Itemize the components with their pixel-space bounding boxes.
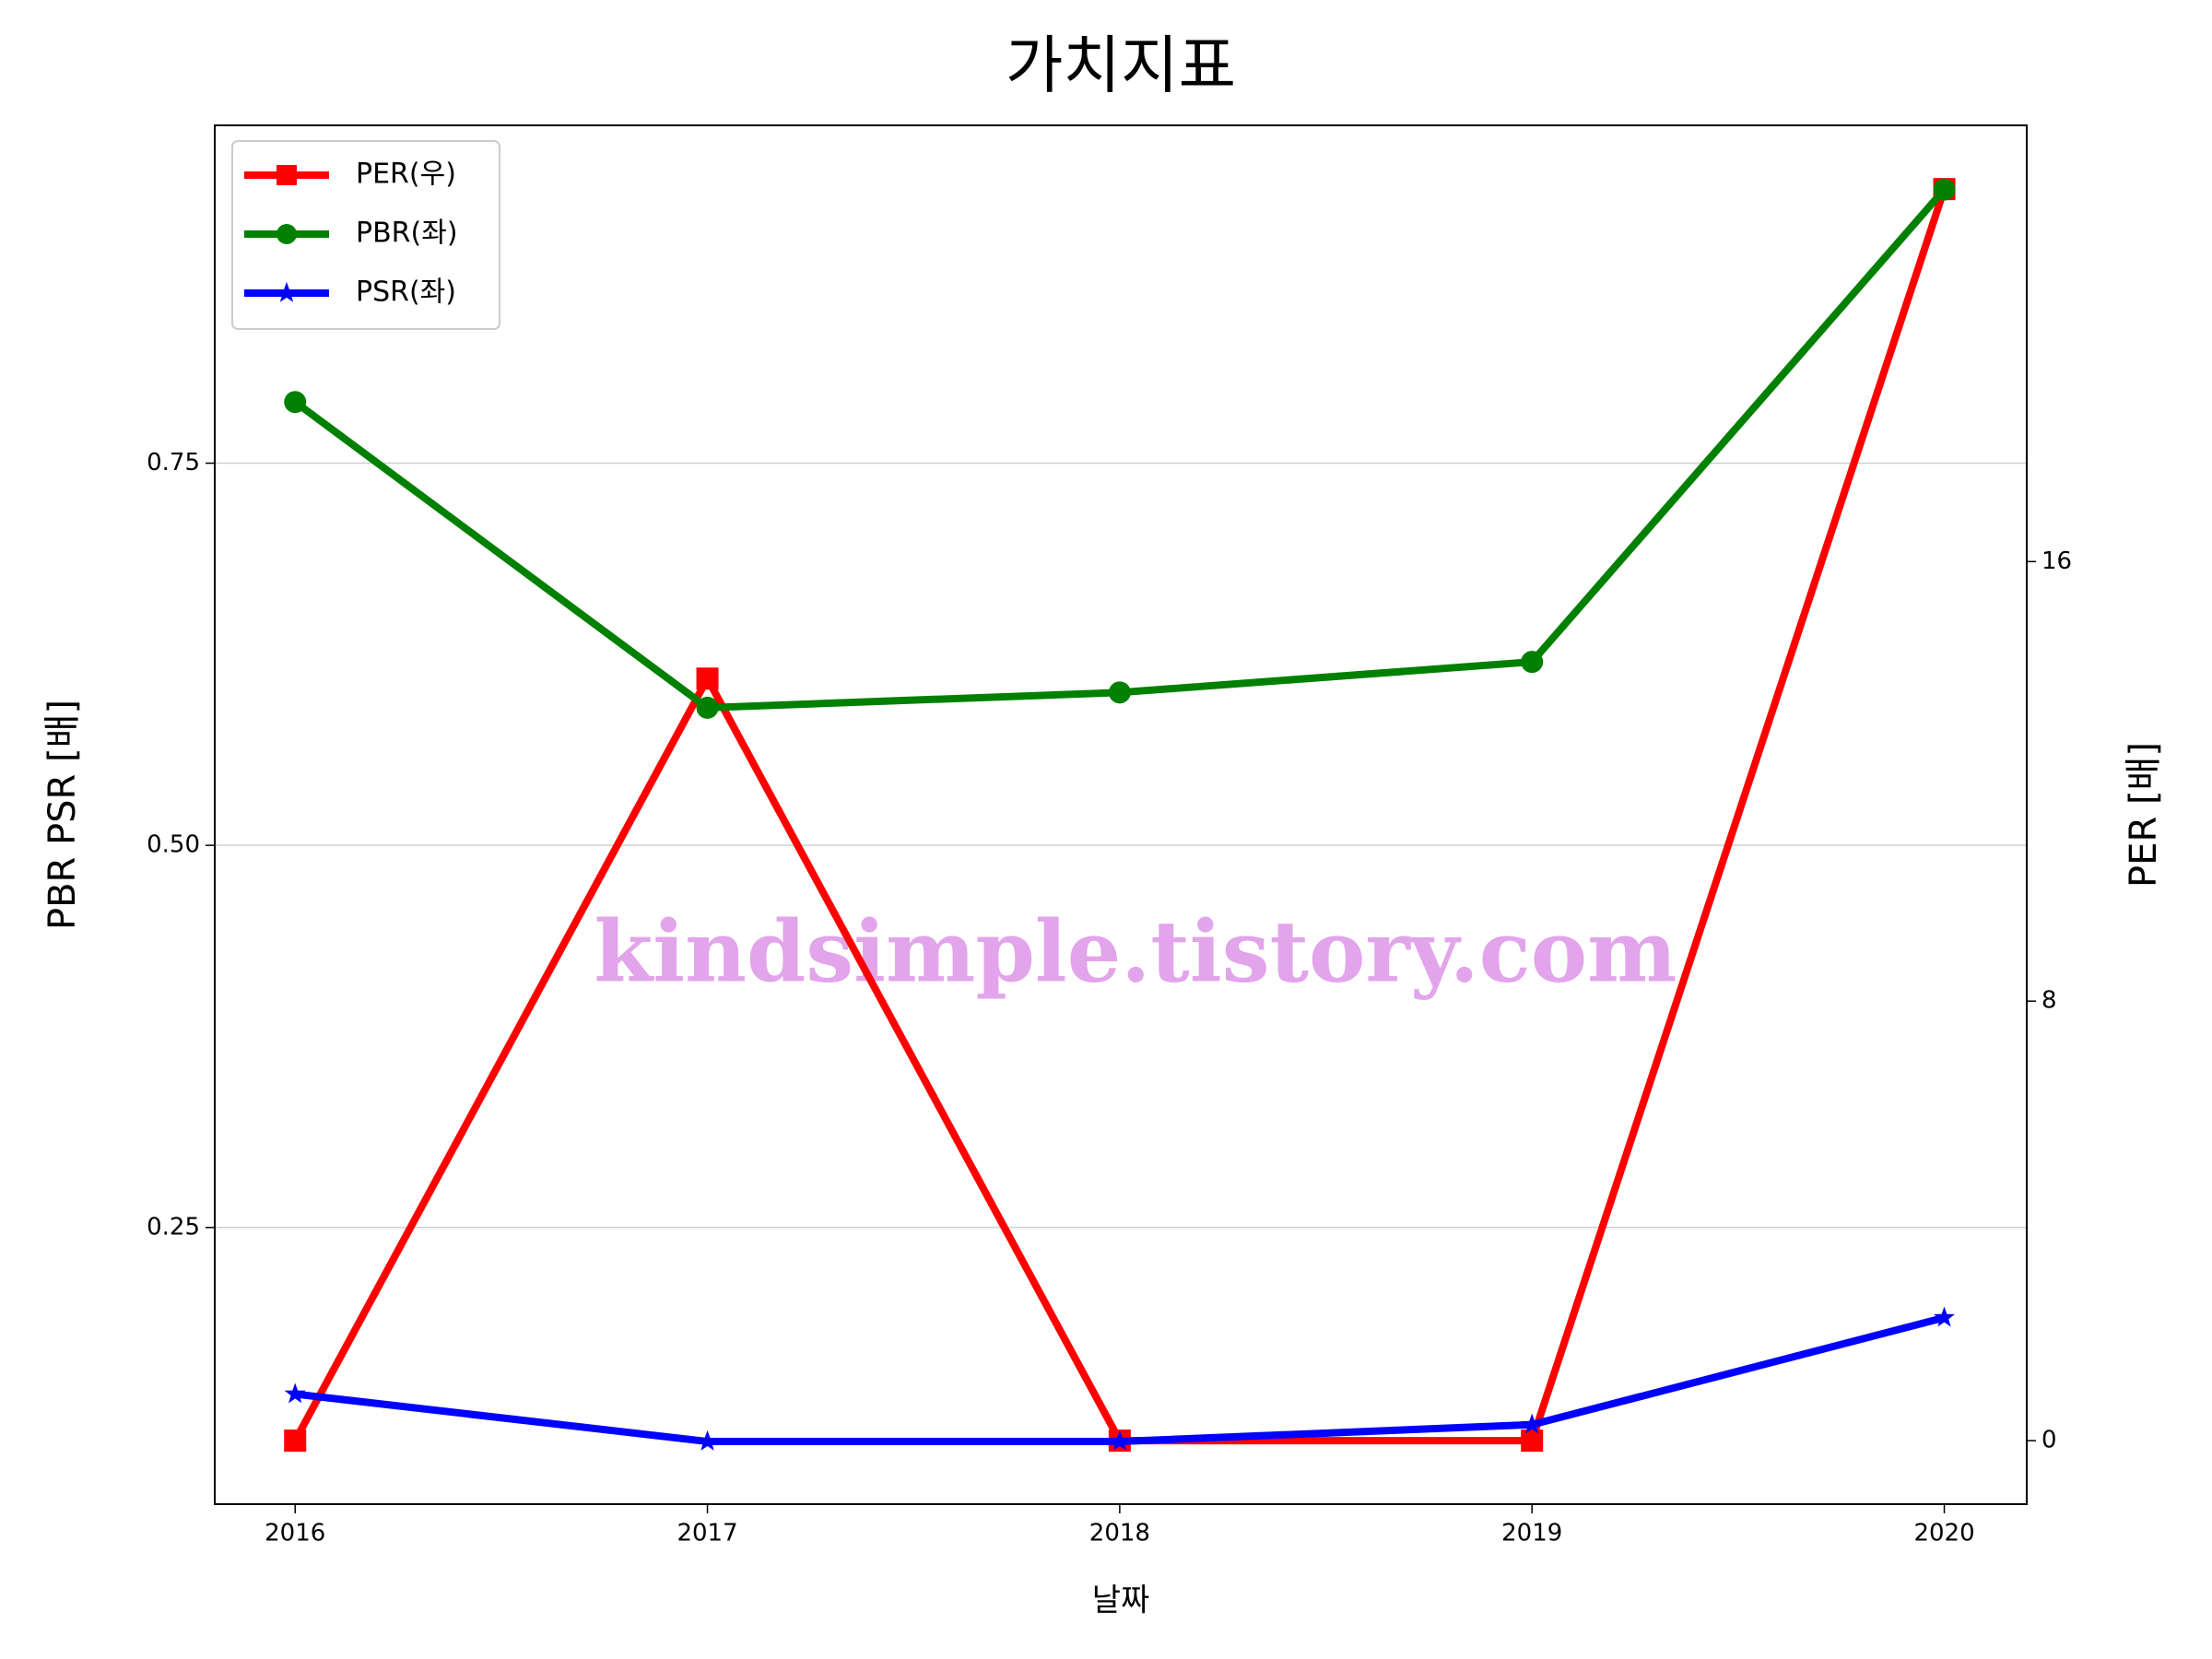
watermark: kindsimple.tistory.com (594, 902, 1677, 1002)
marker (284, 391, 307, 414)
x-tick-label: 2016 (265, 1520, 325, 1547)
marker (1521, 1413, 1543, 1434)
series-line (292, 187, 1947, 712)
x-axis-label: 날짜 (1092, 1583, 1150, 1619)
marker (284, 1430, 307, 1453)
marker (1933, 178, 1956, 201)
series-line (294, 1313, 1946, 1445)
marker (1934, 1306, 1955, 1327)
marker (1109, 1430, 1131, 1451)
legend-marker (276, 281, 298, 302)
x-tick-label: 2017 (677, 1520, 737, 1547)
y2-axis-label: PER [배] (2123, 742, 2165, 888)
y2-tick-label: 0 (2041, 1427, 2057, 1454)
legend-marker (276, 165, 297, 185)
marker (696, 696, 719, 719)
marker (696, 667, 719, 690)
marker (284, 1382, 306, 1404)
marker (1108, 681, 1131, 704)
legend: PER(우) PBR(좌) PSR(좌) (231, 140, 500, 330)
y-tick-label: 0.75 (147, 449, 200, 477)
y2-tick-label: 16 (2041, 547, 2072, 575)
series-line (291, 187, 1948, 1445)
legend-box (231, 140, 500, 330)
y-tick-label: 0.25 (147, 1213, 200, 1241)
legend-label: PSR(좌) (356, 276, 456, 309)
legend-label: PER(우) (356, 159, 456, 191)
marker (697, 1430, 719, 1451)
chart-title: 가치지표 (1006, 30, 1236, 103)
y-tick-label: 0.50 (147, 831, 200, 859)
axes-frame (214, 124, 2028, 1505)
x-tick-label: 2019 (1501, 1520, 1562, 1547)
marker (1521, 1430, 1544, 1453)
legend-marker (276, 224, 297, 244)
marker (1521, 651, 1544, 674)
y-axis-label: PBR PSR [배] (41, 700, 84, 930)
x-tick-label: 2018 (1089, 1520, 1150, 1547)
x-tick-label: 2020 (1913, 1520, 1974, 1547)
legend-label: PBR(좌) (356, 218, 458, 250)
y2-tick-label: 8 (2041, 987, 2057, 1015)
